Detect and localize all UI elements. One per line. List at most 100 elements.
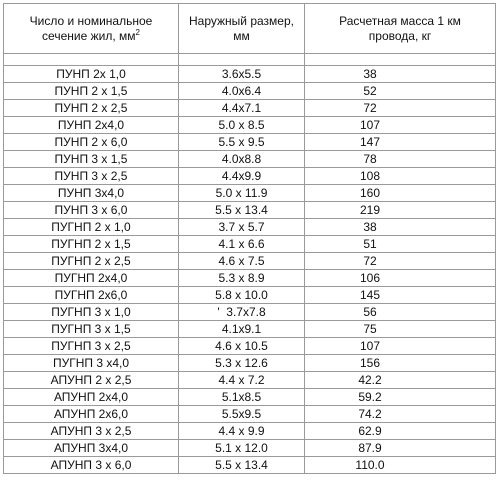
cable-type: АПУНП 2х4,0 <box>3 388 179 406</box>
mass: 38 <box>304 218 496 236</box>
outer-size: 4.6 х 7.5 <box>178 252 305 270</box>
data-row: ПУГНП 3 х 2,5 4.6 х 10.5 107 <box>3 337 496 355</box>
header-text: Наружный размер, мм <box>189 13 294 43</box>
header-cell: Наружный размер, мм <box>178 3 305 54</box>
data-row: ПУГНП 2х6,0 5.8 х 10.0 145 <box>3 286 496 304</box>
data-row: ПУГНП 3 х 1,5 4.1х9.1 75 <box>3 320 496 338</box>
outer-size: 3.6х5.5 <box>178 65 305 83</box>
data-row: ПУГНП 2 х 1,0 3.7 х 5.7 38 <box>3 218 496 236</box>
outer-size: 5.5 х 9.5 <box>178 133 305 151</box>
data-row: ПУНП 2 х 6,0 5.5 х 9.5 147 <box>3 133 496 151</box>
data-row: АПУНП 2х4,0 5.1х8.5 59.2 <box>3 388 496 406</box>
cable-type: АПУНП 2х6,0 <box>3 405 179 423</box>
mass: 51 <box>304 235 496 253</box>
cable-type: АПУНП 3 х 2,5 <box>3 422 179 440</box>
outer-size: 4.4 х 7.2 <box>178 371 305 389</box>
mass: 106 <box>304 269 496 287</box>
outer-size: 4.4х9.9 <box>178 167 305 185</box>
cable-table: Число и номинальное сечение жил, мм2 Нару… <box>3 3 496 474</box>
mass: 87.9 <box>304 439 496 457</box>
outer-size: 4.6 х 10.5 <box>178 337 305 355</box>
mass: 107 <box>304 337 496 355</box>
cable-type: ПУНП 2х4,0 <box>3 116 179 134</box>
mass: 78 <box>304 150 496 168</box>
mass: 56 <box>304 303 496 321</box>
header-superscript: 2 <box>135 27 140 37</box>
spacer-row <box>3 53 496 66</box>
table-body: Число и номинальное сечение жил, мм2 Нару… <box>3 3 496 474</box>
spacer-cell <box>178 53 305 66</box>
outer-size: 5.3 х 12.6 <box>178 354 305 372</box>
mass: 110.0 <box>304 456 496 474</box>
outer-size: 4.0х6.4 <box>178 82 305 100</box>
mass: 52 <box>304 82 496 100</box>
data-row: АПУНП 3х4,0 5.1 х 12.0 87.9 <box>3 439 496 457</box>
outer-size: 3.7 х 5.7 <box>178 218 305 236</box>
data-row: ПУГНП 3 х 1,0 ' 3.7х7.8 56 <box>3 303 496 321</box>
cable-type: ПУГНП 2 х 1,0 <box>3 218 179 236</box>
data-row: ПУНП 3 х 2,5 4.4х9.9 108 <box>3 167 496 185</box>
data-row: ПУГНП 2х4,0 5.3 х 8.9 106 <box>3 269 496 287</box>
outer-size: 5.8 х 10.0 <box>178 286 305 304</box>
outer-size: 4.4 х 9.9 <box>178 422 305 440</box>
spacer-cell <box>304 53 496 66</box>
data-row: ПУНП 3х4,0 5.0 х 11.9 160 <box>3 184 496 202</box>
outer-size: 4.0х8.8 <box>178 150 305 168</box>
cable-type: ПУНП 2 х 2,5 <box>3 99 179 117</box>
mass: 74.2 <box>304 405 496 423</box>
cable-type: ПУГНП 3 х 2,5 <box>3 337 179 355</box>
outer-size: 4.1х9.1 <box>178 320 305 338</box>
cable-type: ПУНП 2 х 1,5 <box>3 82 179 100</box>
cable-type: АПУНП 2 х 2,5 <box>3 371 179 389</box>
outer-size: 5.1х8.5 <box>178 388 305 406</box>
cable-type: ПУГНП 3 х 1,5 <box>3 320 179 338</box>
data-row: ПУНП 2 х 1,5 4.0х6.4 52 <box>3 82 496 100</box>
data-row: АПУНП 2 х 2,5 4.4 х 7.2 42.2 <box>3 371 496 389</box>
header-cell: Расчетная масса 1 км провода, кг <box>304 3 496 54</box>
outer-size: 5.5 х 13.4 <box>178 201 305 219</box>
data-row: ПУНП 2х 1,0 3.6х5.5 38 <box>3 65 496 83</box>
cable-type: ПУНП 3 х 2,5 <box>3 167 179 185</box>
mass: 156 <box>304 354 496 372</box>
data-row: ПУГНП 2 х 1,5 4.1 х 6.6 51 <box>3 235 496 253</box>
header-text: Число и номинальное сечение жил, мм <box>29 13 153 43</box>
header-cell: Число и номинальное сечение жил, мм2 <box>3 3 179 54</box>
cable-type: ПУГНП 2 х 1,5 <box>3 235 179 253</box>
data-row: АПУНП 2х6,0 5.5х9.5 74.2 <box>3 405 496 423</box>
outer-size: 4.4х7.1 <box>178 99 305 117</box>
data-row: ПУНП 3 х 1,5 4.0х8.8 78 <box>3 150 496 168</box>
cable-type: ПУНП 2х 1,0 <box>3 65 179 83</box>
data-row: ПУГНП 2 х 2,5 4.6 х 7.5 72 <box>3 252 496 270</box>
cable-type: ПУНП 3х4,0 <box>3 184 179 202</box>
data-row: ПУНП 2 х 2,5 4.4х7.1 72 <box>3 99 496 117</box>
outer-size: 5.1 х 12.0 <box>178 439 305 457</box>
mass: 38 <box>304 65 496 83</box>
cable-type: АПУНП 3 х 6,0 <box>3 456 179 474</box>
outer-size: 5.0 х 8.5 <box>178 116 305 134</box>
cable-type: ПУГНП 2х6,0 <box>3 286 179 304</box>
data-row: АПУНП 3 х 6,0 5.5 х 13.4 110.0 <box>3 456 496 474</box>
outer-size: ' 3.7х7.8 <box>178 303 305 321</box>
mass: 72 <box>304 252 496 270</box>
mass: 75 <box>304 320 496 338</box>
mass: 107 <box>304 116 496 134</box>
header-text: Расчетная масса 1 км провода, кг <box>339 13 461 43</box>
spacer-cell <box>3 53 179 66</box>
data-row: ПУГНП 3 х4,0 5.3 х 12.6 156 <box>3 354 496 372</box>
outer-size: 5.5 х 13.4 <box>178 456 305 474</box>
data-row: ПУНП 2х4,0 5.0 х 8.5 107 <box>3 116 496 134</box>
cable-type: ПУГНП 2 х 2,5 <box>3 252 179 270</box>
cable-type: ПУНП 3 х 6,0 <box>3 201 179 219</box>
mass: 62.9 <box>304 422 496 440</box>
outer-size: 5.3 х 8.9 <box>178 269 305 287</box>
outer-size: 5.5х9.5 <box>178 405 305 423</box>
cable-type: ПУГНП 3 х4,0 <box>3 354 179 372</box>
data-row: АПУНП 3 х 2,5 4.4 х 9.9 62.9 <box>3 422 496 440</box>
mass: 147 <box>304 133 496 151</box>
mass: 108 <box>304 167 496 185</box>
mass: 145 <box>304 286 496 304</box>
mass: 72 <box>304 99 496 117</box>
mass: 160 <box>304 184 496 202</box>
cable-type: ПУГНП 2х4,0 <box>3 269 179 287</box>
